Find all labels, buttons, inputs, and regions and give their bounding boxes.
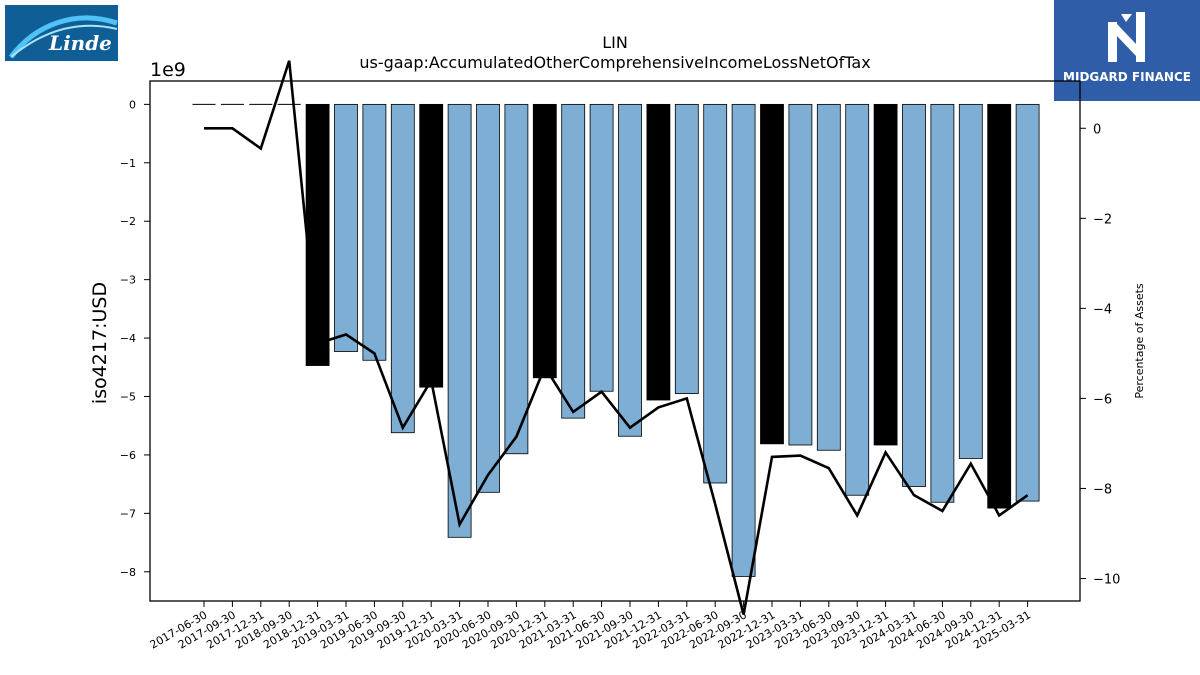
y-tick-label: −4 <box>120 332 136 345</box>
y2-tick-label: −10 <box>1093 572 1120 587</box>
bar <box>816 103 841 451</box>
y-axis-exponent: 1e9 <box>150 59 186 81</box>
bar <box>532 103 557 379</box>
bar <box>902 103 926 487</box>
y-tick-label: −1 <box>120 157 136 170</box>
bar <box>930 103 955 503</box>
y-tick-label: −3 <box>120 274 136 287</box>
midgard-finance-logo: MIDGARD FINANCE <box>1054 0 1200 101</box>
bar <box>362 103 387 361</box>
linde-logo: Linde <box>5 5 118 61</box>
y-axis-label: iso4217:USD <box>89 282 111 404</box>
bar <box>703 103 728 484</box>
bar <box>476 103 500 493</box>
y-tick-label: 0 <box>129 98 136 111</box>
y-tick-label: −5 <box>120 391 136 404</box>
y2-tick-label: −8 <box>1093 482 1112 497</box>
bar <box>504 103 529 455</box>
bar <box>561 103 586 419</box>
y2-tick-label: 0 <box>1093 122 1101 137</box>
bar <box>390 103 415 434</box>
bar <box>873 103 898 446</box>
bar <box>674 103 699 394</box>
bar <box>1015 103 1040 502</box>
bar <box>987 103 1012 509</box>
bar <box>646 103 671 401</box>
bar <box>305 103 330 366</box>
y-tick-label: −7 <box>120 507 136 520</box>
bar <box>419 103 444 388</box>
bar <box>334 103 358 352</box>
y2-axis-label: Percentage of Assets <box>1133 283 1146 399</box>
plot-frame <box>149 80 1081 602</box>
y2-tick-label: −2 <box>1093 212 1112 227</box>
chart-title: LIN <box>602 33 628 52</box>
linde-logo-swoosh-icon <box>9 15 118 59</box>
y-tick-label: −8 <box>120 566 136 579</box>
bar <box>845 103 870 496</box>
y2-tick-label: −6 <box>1093 392 1112 407</box>
bar <box>788 103 813 446</box>
bar <box>731 103 756 577</box>
midgard-finance-logo-text: MIDGARD FINANCE <box>1063 70 1191 84</box>
y-tick-label: −6 <box>120 449 136 462</box>
bar <box>447 103 472 538</box>
bar <box>589 103 614 392</box>
chart-subtitle: us-gaap:AccumulatedOtherComprehensiveInc… <box>359 53 870 72</box>
bar <box>760 103 784 445</box>
bar <box>618 103 642 437</box>
midgard-finance-emblem-icon <box>1108 12 1145 62</box>
y-tick-label: −2 <box>120 215 136 228</box>
y2-tick-label: −4 <box>1093 302 1112 317</box>
percentage-line <box>204 60 1029 615</box>
linde-logo-text: Linde <box>49 31 112 55</box>
bar <box>958 103 983 459</box>
